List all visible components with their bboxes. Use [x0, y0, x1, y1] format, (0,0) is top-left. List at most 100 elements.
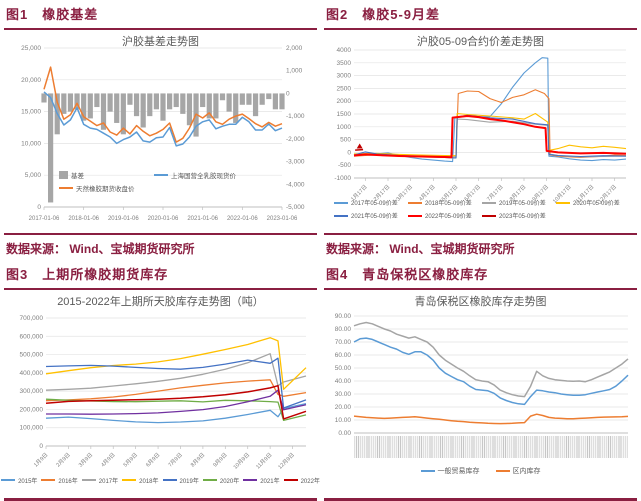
axis-tick-label: 90.00	[335, 313, 352, 320]
right-column: 图2 橡胶5-9月差 沪胶05-09合约价差走势图 4000 3500 3000 25…	[324, 0, 637, 501]
axis-tick-label: 500,000	[20, 351, 44, 358]
basis-bar	[266, 93, 272, 100]
chart-fig4-legend: 一般贸易库存 区内库存	[324, 466, 637, 476]
legend-item: 2022年05-09价差	[408, 211, 482, 220]
basis-bar	[127, 93, 133, 105]
bottom-rule-right	[324, 497, 637, 501]
series-line	[355, 148, 364, 151]
basis-bar	[200, 93, 206, 108]
axis-tick-label: -3,000	[286, 159, 305, 166]
divider	[324, 233, 637, 235]
legend-label: 上海国营全乳胶现货价	[171, 173, 236, 180]
axis-tick-label: 2020-01-06	[148, 216, 179, 222]
axis-tick-label: 100,000	[20, 424, 44, 431]
axis-tick-label: 500	[340, 137, 351, 144]
axis-tick-label: 0	[37, 204, 41, 211]
axis-tick-label: 10月9日	[232, 451, 251, 470]
axis-tick-label: -1,000	[286, 113, 305, 120]
legend-label: 2019年05-09价差	[499, 201, 546, 207]
legend-item: 2020年	[202, 476, 240, 485]
figure1-source: 数据来源： Wind、宝城期货研究所	[6, 241, 195, 256]
legend-label: 2022年05-09价差	[425, 214, 472, 220]
series-line	[353, 112, 627, 157]
legend-label: 2019年	[179, 478, 199, 485]
legend-label: 2018年	[139, 478, 159, 485]
basis-bar	[74, 93, 80, 110]
series-line	[45, 352, 307, 391]
legend-label: 基差	[71, 173, 84, 180]
basis-bar	[160, 93, 166, 121]
legend-swatch	[162, 479, 177, 481]
legend-swatch	[154, 174, 168, 176]
axis-tick-label: 2018-01-06	[68, 216, 99, 222]
series-line	[45, 357, 307, 409]
legend-item: 区内库存	[495, 466, 541, 476]
series-line	[46, 389, 307, 415]
axis-tick-label: 10.00	[335, 417, 352, 424]
axis-tick-label: 7月9日	[167, 451, 184, 468]
legend-item: 2015年	[1, 476, 37, 485]
basis-bar	[279, 93, 285, 110]
divider	[4, 233, 317, 235]
figure4-chart-title: 青岛保税区橡胶库存走势图	[414, 295, 547, 308]
axis-tick-label: 9月9日	[212, 451, 229, 468]
legend-swatch	[556, 201, 570, 204]
legend-swatch	[81, 479, 96, 481]
axis-tick-label: 20.00	[335, 404, 352, 411]
figure4-chart: 青岛保税区橡胶库存走势图 90.00 80.00 70.00 60.00 50.00 40…	[324, 290, 637, 496]
axis-tick-label: 300,000	[20, 388, 44, 395]
basis-bar	[94, 93, 100, 108]
basis-bar	[173, 93, 179, 108]
axis-tick-label: 2017-01-06	[29, 216, 60, 222]
x-axis-dense-date-labels	[354, 435, 628, 458]
legend-item: 2021年05-09价差	[334, 211, 408, 220]
figure3-heading: 图3 上期所橡胶期货库存	[6, 266, 169, 282]
figure3-chart: 2015-2022年上期所天胶库存走势图（吨） 700,000 600,000 50…	[1, 290, 320, 496]
basis-bar	[226, 93, 232, 112]
legend-swatch	[420, 469, 435, 472]
legend-label: 2018年05-09价差	[425, 201, 472, 207]
legend-label: 天然橡胶期货收盘价	[76, 186, 135, 193]
series-line	[353, 118, 627, 158]
axis-tick-label: 5,000	[25, 172, 42, 179]
series-line	[45, 384, 307, 420]
basis-bar	[206, 93, 212, 119]
series-line	[353, 89, 627, 159]
figure2-chart-title: 沪胶05-09合约价差走势图	[416, 36, 545, 48]
axis-tick-label: 3500	[337, 60, 352, 67]
basis-bar	[246, 93, 252, 105]
legend-label: 一般贸易库存	[437, 467, 480, 475]
figure2-heading: 图2 橡胶5-9月差	[326, 7, 441, 22]
axis-tick-label: 2,000	[286, 45, 303, 52]
legend-item: 2021年	[243, 476, 280, 485]
legend-swatch	[482, 201, 496, 204]
basis-bar	[67, 93, 74, 112]
axis-tick-label: 80.00	[335, 326, 352, 333]
chart-fig4-svg: 90.00 80.00 70.00 60.00 50.00 40.00 30.00 20.00…	[335, 313, 629, 437]
chart-fig2-svg: 4000 3500 3000 2500 2000 1500 1000 500 0 -500 -100…	[334, 47, 627, 205]
series-line	[45, 336, 307, 390]
legend-item: 一般贸易库存	[420, 466, 480, 476]
axis-tick-label: -5,000	[286, 204, 305, 211]
basis-bar	[213, 93, 219, 119]
legend-label: 2017年	[98, 478, 119, 485]
legend-item: 上海国营全乳胶现货价	[154, 170, 304, 180]
legend-item: 2017年05-09价差	[334, 198, 408, 207]
legend-label: 2020年	[219, 478, 240, 485]
basis-bar	[167, 93, 173, 110]
bottom-rule-left	[4, 497, 317, 501]
legend-swatch	[202, 479, 217, 481]
axis-tick-label: 200,000	[20, 406, 44, 413]
axis-tick-label: -4,000	[286, 181, 305, 188]
axis-tick-label: 3000	[337, 73, 352, 80]
figure1-chart: 沪胶基差走势图 25,000 20,000 15,000 10,000 5,000 0 2,…	[4, 30, 317, 230]
axis-tick-label: 2021-01-06	[187, 216, 218, 222]
legend-swatch	[59, 171, 68, 179]
left-column: 图1 橡胶基差 沪胶基差走势图 25,000 20,000 15,000 10,000…	[1, 0, 320, 501]
axis-tick-label: 2019-01-06	[108, 216, 139, 222]
basis-bar	[186, 93, 193, 126]
axis-tick-label: 4月9日	[100, 451, 117, 468]
axis-tick-label: -1000	[334, 175, 351, 182]
chart-fig1-legend: 基差 上海国营全乳胶现货价天然橡胶期货收盘价	[59, 170, 304, 193]
axis-tick-label: -500	[338, 162, 351, 169]
